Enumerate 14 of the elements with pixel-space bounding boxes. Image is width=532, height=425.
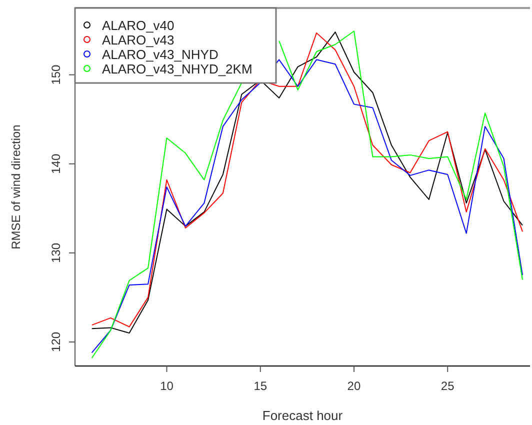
y-tick-label: 130 xyxy=(49,242,63,263)
legend-label: ALARO_v43_NHYD xyxy=(102,47,218,62)
x-tick-label: 20 xyxy=(347,379,361,393)
y-tick-label: 150 xyxy=(49,64,63,85)
legend-label: ALARO_v43 xyxy=(102,32,174,48)
legend-label: ALARO_v40 xyxy=(102,18,174,33)
y-tick-label: 140 xyxy=(49,154,63,174)
x-tick-label: 15 xyxy=(254,379,268,393)
y-axis-title: RMSE of wind direction xyxy=(9,124,23,250)
x-tick-label: 10 xyxy=(160,379,174,393)
x-axis-title: Forecast hour xyxy=(262,408,344,423)
legend-label: ALARO_v43_NHYD_2KM xyxy=(102,62,252,76)
y-tick-label: 120 xyxy=(49,332,63,352)
x-tick-label: 25 xyxy=(440,379,455,393)
